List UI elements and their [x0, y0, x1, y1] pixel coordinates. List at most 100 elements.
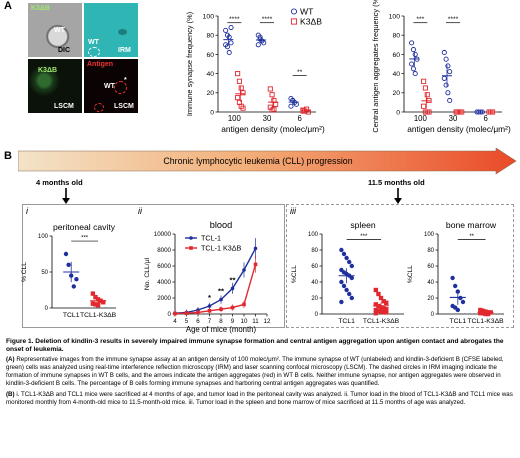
irm-corner-label: IRM	[118, 47, 131, 54]
data-point	[460, 299, 466, 305]
data-point	[373, 311, 379, 316]
caption-a-text: Representative images from the immune sy…	[6, 356, 504, 388]
lscm-green-k3b-label: K3ΔB	[38, 67, 58, 74]
data-point	[455, 307, 460, 313]
y-tick-label: 6000	[157, 263, 171, 270]
data-point	[235, 71, 241, 77]
x-tick-label: 7	[208, 318, 212, 325]
data-point	[378, 295, 384, 301]
data-point	[445, 90, 451, 96]
data-point	[269, 92, 275, 98]
y-tick-label: 0	[396, 109, 400, 116]
y-tick-label: 50	[41, 270, 48, 276]
data-point	[421, 78, 427, 84]
data-point	[445, 63, 451, 69]
y-axis-title: %CLL	[407, 265, 414, 283]
data-point	[441, 75, 447, 81]
y-tick-label: 0	[210, 109, 214, 116]
caption-paragraph-b: (B) i. TCL1-K3ΔB and TCL1 mice were sacr…	[6, 391, 514, 407]
data-point	[228, 24, 234, 31]
y-axis-title: % CLL	[21, 262, 28, 282]
sub-label-iii: iii	[290, 206, 296, 216]
data-point	[381, 306, 386, 311]
box-4-months	[22, 204, 285, 328]
data-point	[450, 275, 455, 281]
data-point	[373, 307, 379, 313]
data-point	[224, 44, 230, 50]
y-tick-label: 20	[427, 296, 434, 302]
lscm-antigen-wt-label: WT	[104, 83, 115, 90]
y-tick-label: 80	[427, 248, 434, 254]
bone-marrow-chart: bone marrow 0 20 40 60 80 100 %CLL TCL1 TCL1-K3ΔB…	[407, 220, 504, 325]
sub-label-i: i	[26, 206, 28, 216]
data-point	[410, 66, 416, 72]
peritoneal-chart: peritoneal cavity 0 50 100 % CLL TCL1 TCL1-K3Δ…	[21, 222, 117, 319]
y-tick-label: 40	[392, 71, 400, 78]
x-tick-label: 4	[173, 318, 177, 325]
data-point	[421, 103, 427, 109]
data-point	[290, 8, 298, 15]
y-tick-label: 60	[311, 264, 318, 270]
data-point	[93, 302, 98, 307]
data-point	[447, 97, 453, 104]
data-point	[261, 40, 267, 46]
significance-annotation: **	[218, 287, 224, 296]
y-axis-title: Central antigen aggregates frequency (%)	[371, 0, 380, 133]
y-tick-label: 0	[45, 306, 49, 312]
x-category-label: 100	[414, 114, 428, 123]
x-tick-label: 5	[185, 318, 189, 325]
x-category-label: 30	[263, 114, 272, 123]
y-tick-label: 20	[206, 90, 214, 97]
x-category-label: TCL1-K3ΔB	[467, 318, 504, 325]
central-antigen-chart: 0 20 40 60 80 100 Central antigen aggregates f…	[371, 0, 511, 134]
data-point	[290, 18, 298, 25]
data-point	[376, 308, 381, 313]
x-category-label: 6	[297, 114, 301, 123]
data-point	[257, 36, 263, 42]
data-point	[480, 311, 486, 316]
y-axis-title: No. CLL/μl	[144, 257, 151, 290]
y-tick-label: 20	[392, 90, 400, 97]
lscm-green-image: K3ΔB LSCM	[28, 59, 82, 113]
data-point	[347, 259, 352, 265]
x-tick-label: 9	[231, 318, 235, 325]
data-point	[90, 291, 96, 296]
stage-arrows	[62, 188, 402, 204]
data-point	[63, 251, 69, 257]
data-point	[240, 105, 246, 111]
data-point	[347, 291, 352, 297]
caption-b-label: (B)	[6, 390, 15, 398]
data-point	[376, 291, 381, 297]
x-tick-label: 6	[196, 318, 200, 325]
y-tick-label: 100	[389, 13, 401, 20]
lscm-antigen-label: Antigen	[87, 61, 114, 68]
data-point	[373, 287, 379, 293]
x-tick-label: 11	[252, 318, 259, 325]
data-point	[236, 78, 242, 84]
y-tick-label: 100	[308, 232, 319, 238]
immune-synapse-chart: 0 20 40 60 80 100 Immune synapse frequency (%)…	[186, 7, 325, 135]
spleen-chart: spleen 0 20 40 60 80 100 %CLL TCL1 TCL1-K3ΔB ***	[291, 220, 404, 325]
data-point	[235, 95, 241, 101]
x-axis-title: antigen density (molec/μm²)	[221, 124, 325, 134]
x-axis-title: Age of mice (month)	[186, 325, 257, 334]
x-category-label: TCL1-K3ΔB	[80, 312, 117, 319]
data-point	[410, 47, 416, 53]
y-tick-label: 0	[431, 312, 435, 318]
x-category-label: TCL1	[338, 318, 355, 325]
antigen-circle-2	[94, 103, 104, 112]
progression-label: Chronic lymphocytic leukemia (CLL) progr…	[163, 156, 353, 166]
y-tick-label: 0	[315, 312, 319, 318]
data-point	[349, 295, 354, 301]
data-point	[458, 295, 463, 301]
caption-b-text: i. TCL1-K3ΔB and TCL1 mice were sacrific…	[6, 390, 513, 406]
significance-stars: ***	[81, 236, 89, 242]
dic-k3b-label: K3ΔB	[31, 5, 51, 12]
data-point	[447, 69, 453, 75]
data-point	[441, 49, 447, 56]
data-point	[271, 106, 277, 112]
stage-11-5-months: 11.5 months old	[368, 178, 425, 187]
x-axis-title: antigen density (molec/μm²)	[407, 124, 511, 134]
y-tick-label: 40	[427, 280, 434, 286]
